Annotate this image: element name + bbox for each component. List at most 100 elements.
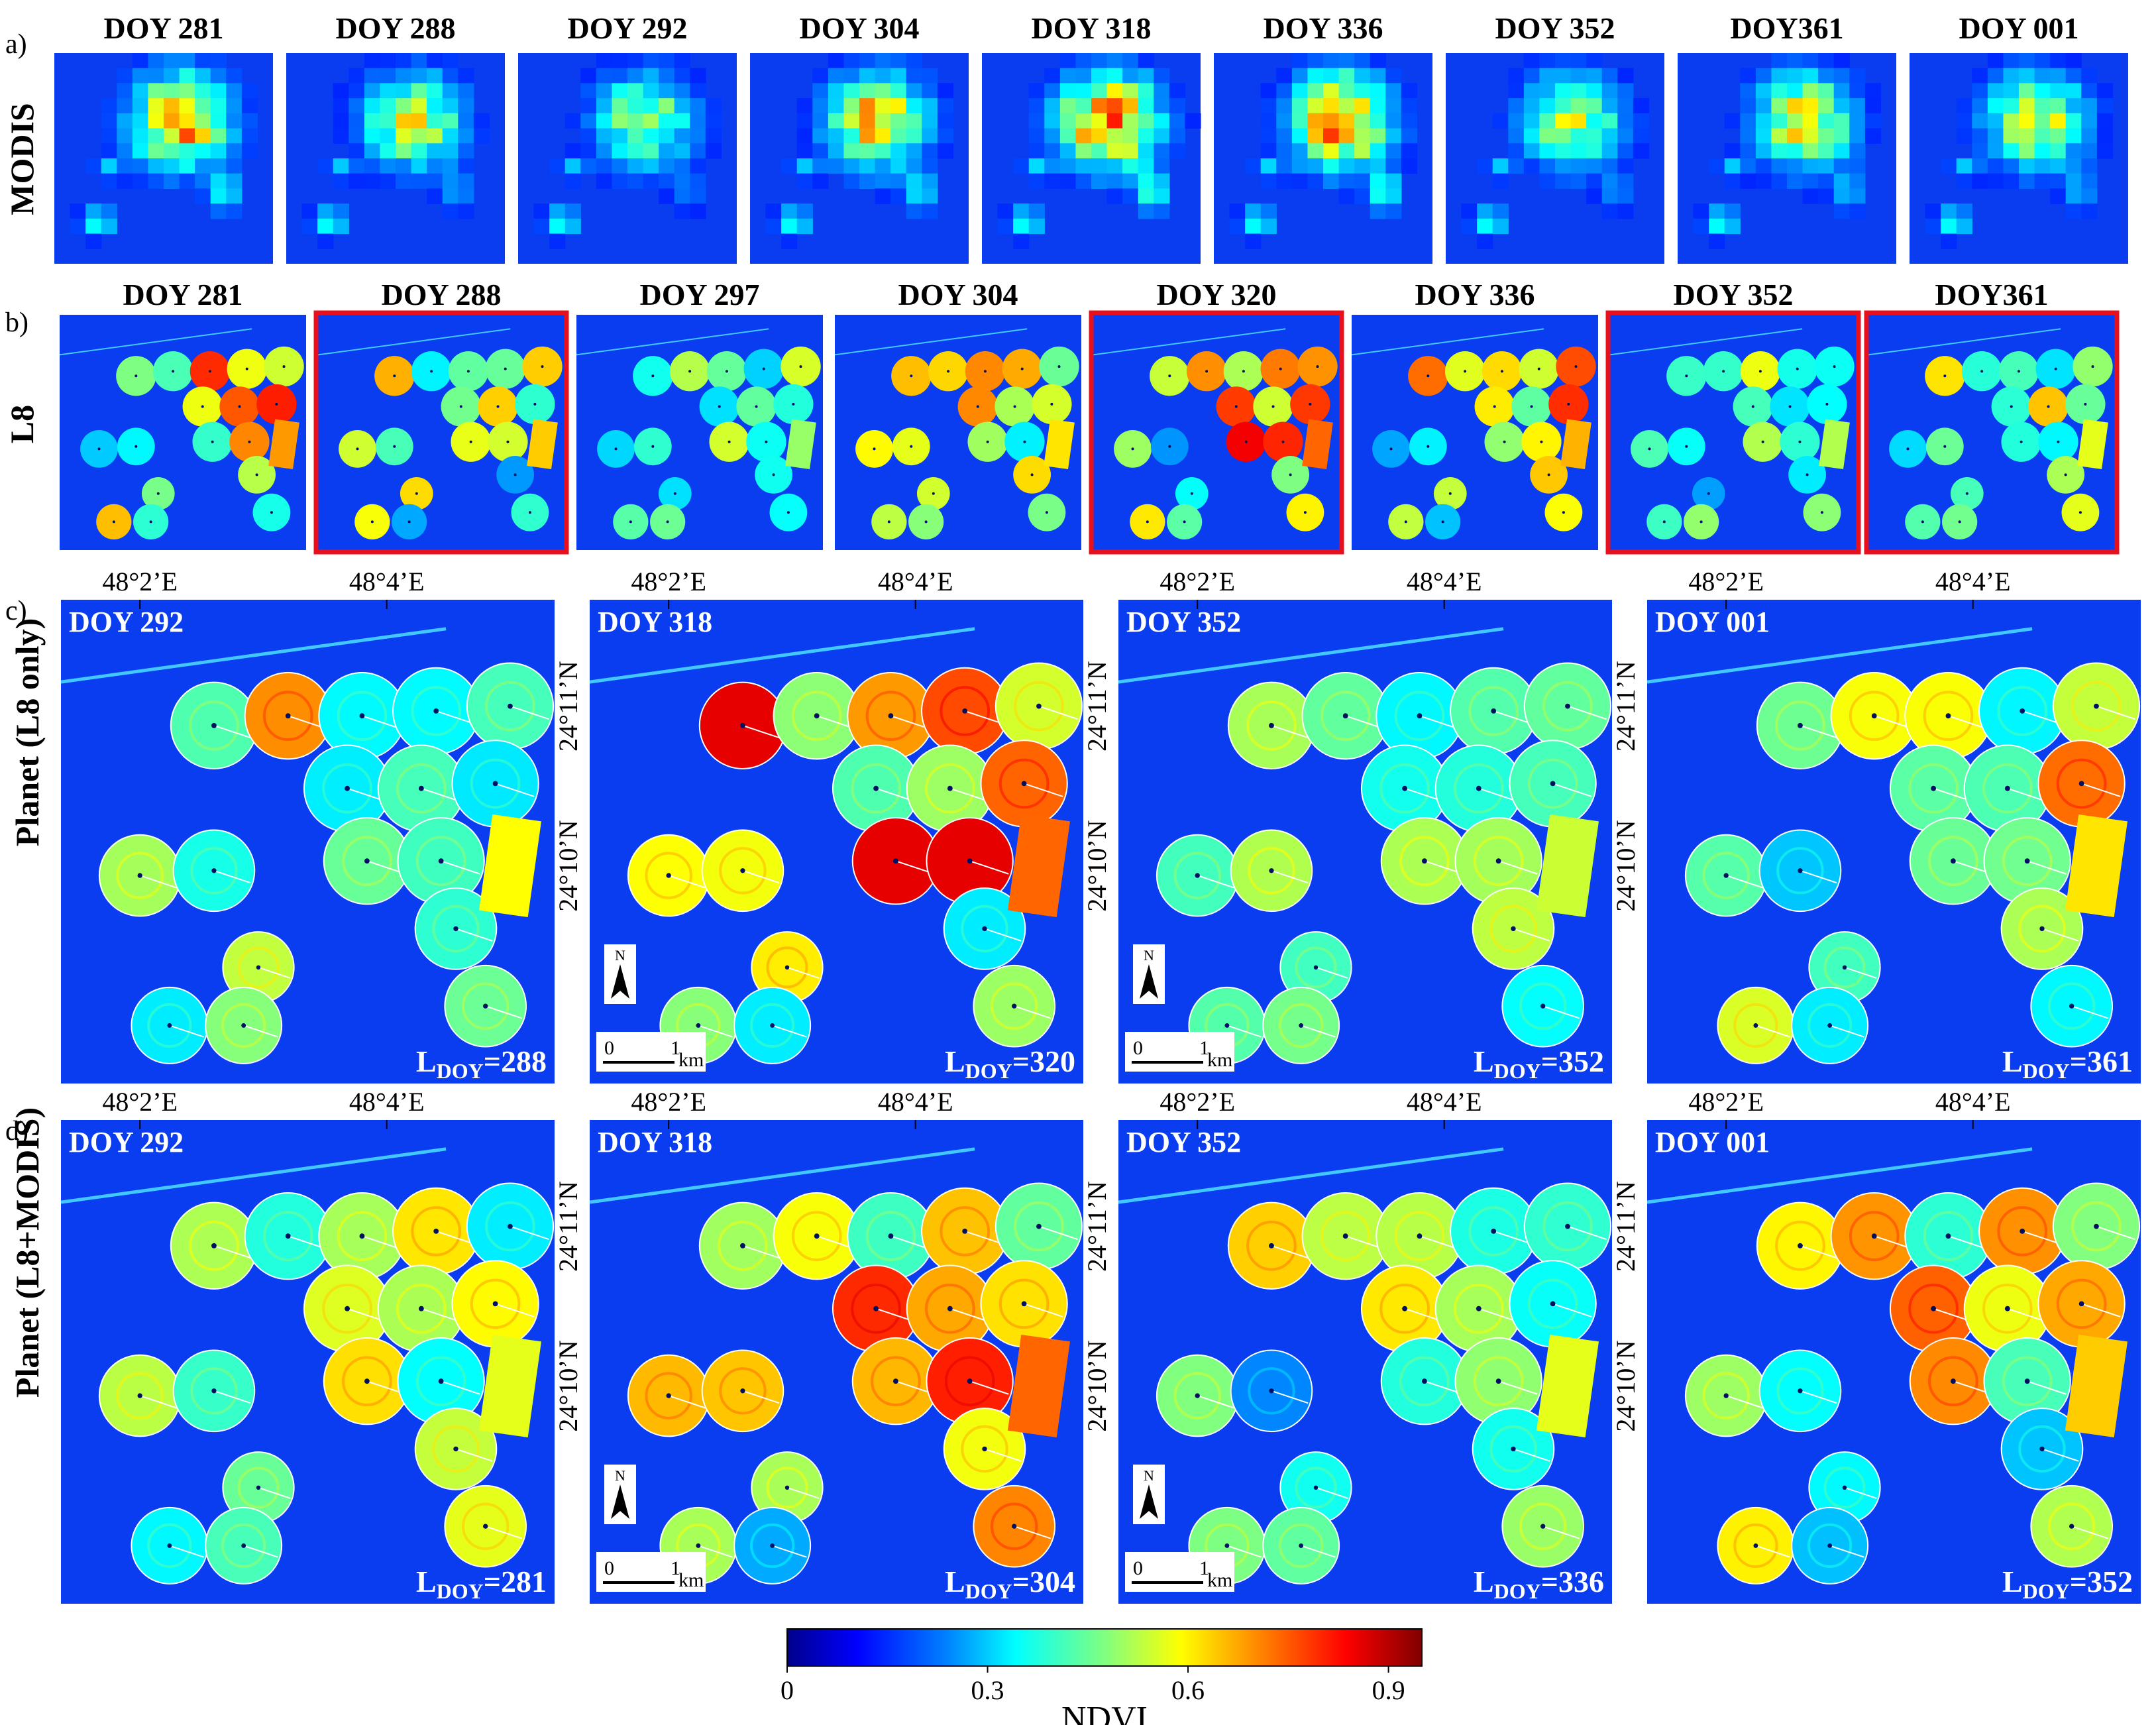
modis-pixel [1849, 188, 1866, 204]
modis-pixel [1724, 143, 1741, 159]
modis-pixel [1307, 128, 1324, 144]
modis-pixel [1833, 143, 1850, 159]
modis-pixel [1523, 158, 1540, 174]
modis-pixel [1617, 128, 1634, 144]
pivot-arm [1024, 783, 1063, 797]
modis-pixel [1956, 173, 1972, 190]
modis-pixel [2019, 98, 2035, 114]
modis-pixel [612, 158, 628, 174]
modis-pixel [1802, 53, 1819, 69]
pivot-field-ring [998, 1278, 1050, 1329]
modis-pixel [1044, 128, 1061, 144]
pivot-center [962, 1228, 968, 1234]
modis-pixel [690, 113, 706, 129]
pivot-arm [2081, 783, 2121, 797]
pivot-center [947, 370, 950, 373]
longitude-label: 48°2’E [631, 1087, 706, 1117]
modis-pixel [1833, 98, 1850, 114]
modis-pixel [1154, 98, 1170, 114]
modis-pixel [442, 188, 458, 204]
modis-pixel [1044, 113, 1061, 129]
modis-pixel [1925, 218, 1941, 235]
l-doy-label: LDOY=352 [1474, 1044, 1604, 1083]
modis-pixel [364, 53, 381, 69]
modis-pixel [906, 143, 922, 159]
modis-pixel [317, 218, 334, 235]
l8-panel-title: DOY 336 [1415, 278, 1535, 311]
modis-pixel [411, 158, 427, 174]
pivot-center [2024, 858, 2030, 864]
pivot-arm [1038, 705, 1078, 720]
modis-pixel [427, 128, 443, 144]
l-doy-value: =336 [1541, 1565, 1604, 1598]
pivot-center [1476, 785, 1482, 791]
pivot-center [1662, 520, 1666, 524]
pivot-center [211, 868, 217, 873]
modis-pixel [1122, 158, 1139, 174]
pivot-center [1168, 374, 1171, 378]
rectangular-field [1007, 814, 1070, 917]
modis-pixel [1461, 203, 1478, 219]
pivot-field-ring [1473, 1356, 1524, 1407]
modis-pixel [1291, 68, 1309, 84]
modis-pixel [875, 68, 891, 84]
modis-pixel [1401, 83, 1418, 99]
pivot-arm [435, 710, 476, 725]
longitude-label: 48°2’E [1688, 1087, 1764, 1117]
modis-pixel [2034, 113, 2051, 129]
modis-pixel [226, 203, 243, 219]
modis-pixel [1338, 158, 1355, 174]
pivot-center [2054, 367, 2057, 370]
modis-pixel [843, 143, 860, 159]
longitude-label: 48°2’E [1159, 567, 1235, 596]
pivot-field-ring [940, 1206, 991, 1256]
pivot-center [483, 1524, 488, 1529]
modis-pixel [1154, 158, 1170, 174]
modis-pixel [396, 158, 412, 174]
modis-pixel [2019, 68, 2035, 84]
canal-line [59, 328, 252, 356]
pivot-field-ring [1823, 946, 1866, 989]
modis-pixel [690, 158, 706, 174]
modis-pixel [1555, 128, 1572, 144]
modis-pixel [101, 203, 117, 219]
modis-pixel [226, 128, 243, 144]
pivot-center [770, 1023, 775, 1028]
modis-pixel [627, 98, 644, 114]
pivot-center [2078, 781, 2084, 787]
modis-pixel [1028, 143, 1045, 159]
modis-pixel [210, 83, 227, 99]
modis-pixel [1059, 113, 1077, 129]
pivot-center [1269, 722, 1274, 728]
pivot-center [459, 405, 462, 408]
modis-pixel [843, 83, 860, 99]
modis-pixel [1601, 158, 1618, 174]
pivot-center [1303, 511, 1307, 514]
longitude-label: 48°4’E [1935, 567, 2011, 596]
modis-pixel [1617, 68, 1634, 84]
modis-pixel [380, 158, 396, 174]
modis-pixel [1771, 113, 1788, 129]
modis-pixel [1307, 68, 1324, 84]
modis-pixel [317, 158, 334, 174]
modis-pixel [659, 113, 675, 129]
pivot-center [156, 492, 160, 495]
pivot-arm [495, 1303, 535, 1317]
modis-pixel [627, 68, 644, 84]
pivot-center [1342, 1233, 1348, 1239]
modis-pixel [549, 233, 566, 249]
pivot-arm [1755, 1025, 1790, 1038]
modis-pixel [1260, 98, 1277, 114]
pivot-arm [2027, 1380, 2067, 1395]
modis-pixel [659, 158, 675, 174]
modis-pixel [1555, 68, 1572, 84]
modis-pixel [1849, 113, 1866, 129]
modis-pixel [117, 158, 133, 174]
pivot-center [172, 370, 175, 373]
modis-pixel [2081, 83, 2098, 99]
pivot-center [762, 367, 765, 370]
modis-pixel [1154, 128, 1170, 144]
modis-pixel [427, 98, 443, 114]
modis-pixel [1091, 173, 1108, 190]
modis-pixel [906, 128, 922, 144]
